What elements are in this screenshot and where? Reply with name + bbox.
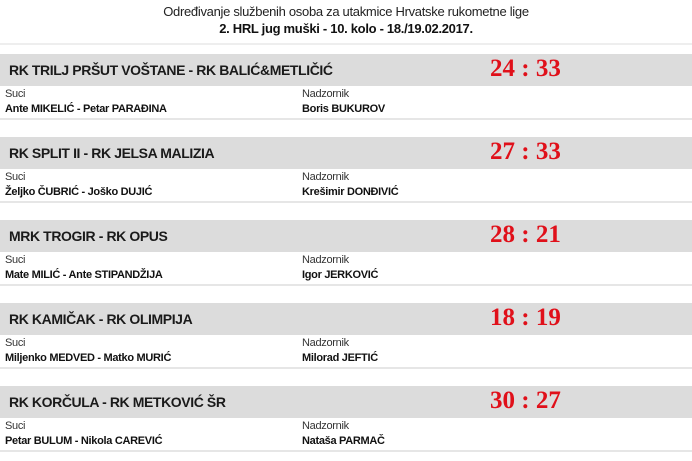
match-teams: RK TRILJ PRŠUT VOŠTANE - RK BALIĆ&METLIČ… [9, 62, 333, 78]
supervisor-value: Igor JERKOVIĆ [302, 269, 379, 281]
page-subtitle: 2. HRL jug muški - 10. kolo - 18./19.02.… [219, 21, 473, 36]
divider [0, 284, 692, 286]
match-block: RK KORČULA - RK METKOVIĆ ŠR 30 : 27 Suci… [0, 386, 692, 461]
supervisor-value: Krešimir DONĐIVIĆ [302, 186, 399, 198]
referees-label: Suci [5, 171, 26, 183]
match-block: RK SPLIT II - RK JELSA MALIZIA 27 : 33 S… [0, 137, 692, 212]
referees-label: Suci [5, 420, 26, 432]
referees-value: Petar BULUM - Nikola CAREVIĆ [5, 435, 163, 447]
divider [0, 43, 692, 45]
page-title: Određivanje službenih osoba za utakmice … [163, 4, 529, 19]
match-score: 30 : 27 [490, 387, 561, 414]
match-header-bar [0, 54, 692, 86]
referees-label: Suci [5, 254, 26, 266]
supervisor-label: Nadzornik [302, 88, 349, 100]
match-score: 18 : 19 [490, 304, 561, 331]
match-teams: RK KAMIČAK - RK OLIMPIJA [9, 311, 193, 327]
supervisor-label: Nadzornik [302, 254, 349, 266]
match-header-bar [0, 386, 692, 418]
match-block: RK TRILJ PRŠUT VOŠTANE - RK BALIĆ&METLIČ… [0, 54, 692, 129]
referees-label: Suci [5, 88, 26, 100]
referees-value: Mate MILIĆ - Ante STIPANDŽIJA [5, 269, 163, 281]
referees-value: Željko ČUBRIĆ - Joško DUJIĆ [5, 186, 153, 198]
match-score: 28 : 21 [490, 221, 561, 248]
match-block: RK KAMIČAK - RK OLIMPIJA 18 : 19 Suci Mi… [0, 303, 692, 378]
divider [0, 201, 692, 203]
supervisor-value: Milorad JEFTIĆ [302, 352, 378, 364]
match-header-bar [0, 220, 692, 252]
supervisor-value: Nataša PARMAČ [302, 435, 385, 447]
referees-value: Miljenko MEDVED - Matko MURIĆ [5, 352, 172, 364]
referees-label: Suci [5, 337, 26, 349]
divider [0, 118, 692, 120]
match-score: 24 : 33 [490, 55, 561, 82]
divider [0, 450, 692, 452]
match-header-bar [0, 137, 692, 169]
match-block: MRK TROGIR - RK OPUS 28 : 21 Suci Mate M… [0, 220, 692, 295]
supervisor-label: Nadzornik [302, 171, 349, 183]
match-score: 27 : 33 [490, 138, 561, 165]
divider [0, 367, 692, 369]
match-teams: RK KORČULA - RK METKOVIĆ ŠR [9, 394, 226, 410]
match-teams: MRK TROGIR - RK OPUS [9, 228, 168, 244]
referees-value: Ante MIKELIĆ - Petar PARAĐINA [5, 103, 167, 115]
supervisor-value: Boris BUKUROV [302, 103, 385, 115]
match-teams: RK SPLIT II - RK JELSA MALIZIA [9, 145, 215, 161]
supervisor-label: Nadzornik [302, 420, 349, 432]
supervisor-label: Nadzornik [302, 337, 349, 349]
match-header-bar [0, 303, 692, 335]
